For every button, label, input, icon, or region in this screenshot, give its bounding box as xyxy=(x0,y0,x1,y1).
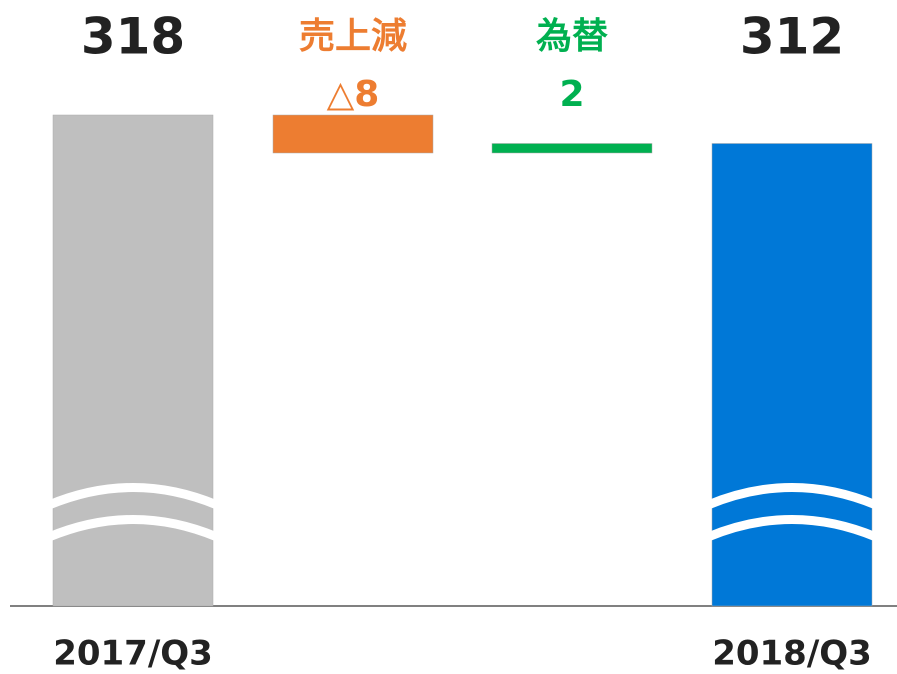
value-label: 312 xyxy=(740,8,844,66)
axis-break xyxy=(706,515,878,542)
bar xyxy=(491,143,653,154)
value-label: 318 xyxy=(81,8,185,66)
bar xyxy=(711,143,873,607)
axis-break xyxy=(47,483,219,510)
category-label: 売上減 xyxy=(299,16,407,57)
axis-break xyxy=(47,515,219,542)
axis-break xyxy=(706,483,878,510)
bar xyxy=(52,114,214,607)
category-label: 為替 xyxy=(536,16,608,57)
x-tick-label: 2017/Q3 xyxy=(53,634,213,674)
value-label: △8 xyxy=(327,74,380,115)
bar xyxy=(272,114,434,154)
value-label: 2 xyxy=(559,74,584,115)
x-tick-label: 2018/Q3 xyxy=(712,634,872,674)
